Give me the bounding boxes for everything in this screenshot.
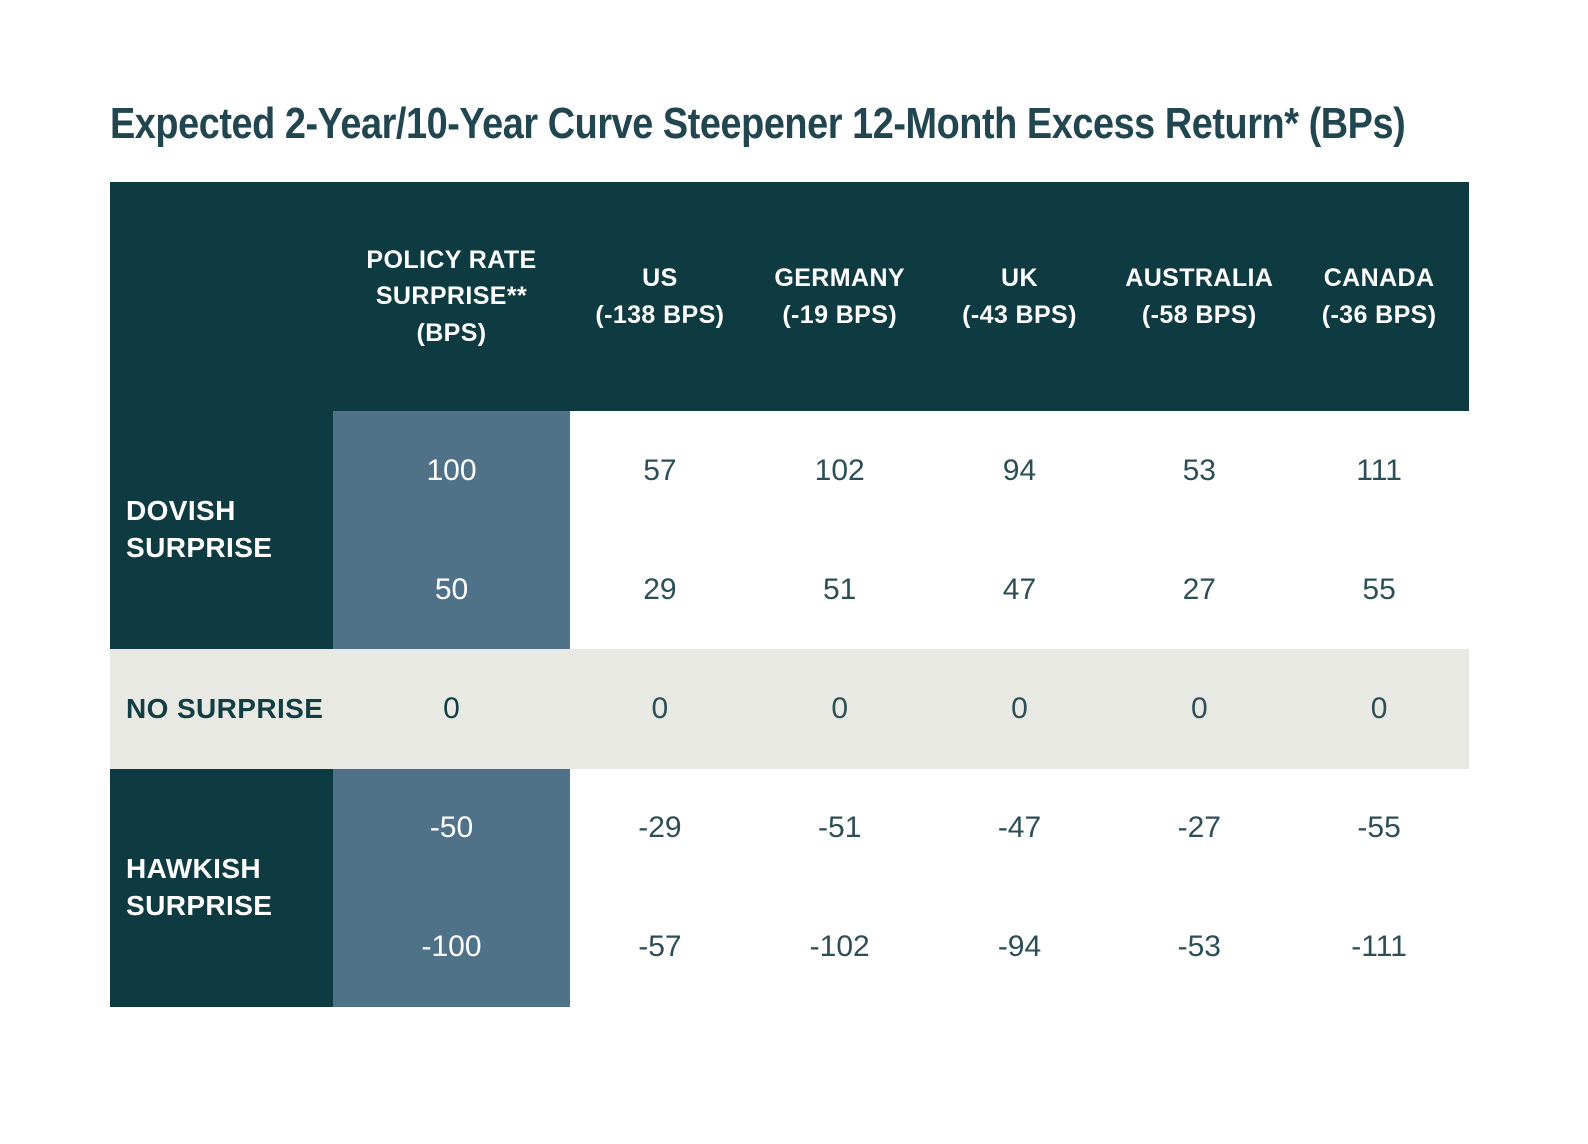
value-cell: 111 — [1289, 411, 1469, 531]
value-cell: -53 — [1109, 887, 1290, 1007]
value-cell: 47 — [929, 530, 1110, 650]
header-country-germany: GERMANY (-19 BPS) — [749, 182, 930, 411]
header-country-canada: CANADA (-36 BPS) — [1289, 182, 1469, 411]
row-group-label-line: SURPRISE — [126, 889, 273, 921]
value-cell: -51 — [749, 768, 930, 888]
value-cell: -57 — [570, 887, 750, 1007]
policy-surprise-cell: 0 — [333, 649, 570, 769]
value-cell: -55 — [1289, 768, 1469, 888]
value-cell: -27 — [1109, 768, 1290, 888]
country-name: AUSTRALIA — [1125, 264, 1274, 293]
policy-header-line2: SURPRISE** — [375, 282, 528, 311]
value-cell: 0 — [929, 649, 1110, 769]
steepener-table: POLICY RATE SURPRISE** (BPS) DOVISH SURP… — [110, 182, 1469, 1007]
value-cell: 55 — [1289, 530, 1469, 650]
country-shock-bps: (-19 BPS) — [782, 300, 898, 329]
figure-title: Expected 2-Year/10-Year Curve Steepener … — [110, 99, 1406, 148]
header-policy-rate: POLICY RATE SURPRISE** (BPS) — [333, 182, 570, 411]
country-name: GERMANY — [774, 264, 905, 293]
value-cell: 0 — [570, 649, 750, 769]
value-cell: 57 — [570, 411, 750, 531]
country-name: CANADA — [1323, 264, 1435, 293]
value-cell: 0 — [1289, 649, 1469, 769]
policy-surprise-cell: -50 — [333, 768, 570, 888]
value-cell: -29 — [570, 768, 750, 888]
policy-surprise-cell: 100 — [333, 411, 570, 531]
country-shock-bps: (-138 BPS) — [595, 300, 725, 329]
policy-header-line3: (BPS) — [416, 318, 487, 347]
value-cell: -47 — [929, 768, 1110, 888]
policy-header-line1: POLICY RATE — [366, 246, 537, 275]
value-cell: -94 — [929, 887, 1110, 1007]
policy-surprise-cell: 50 — [333, 530, 570, 650]
header-country-uk: UK (-43 BPS) — [929, 182, 1110, 411]
header-corner-cell — [110, 182, 333, 411]
row-group-label-line: SURPRISE — [126, 532, 273, 564]
policy-surprise-cell: -100 — [333, 887, 570, 1007]
row-group-no-surprise: NO SURPRISE — [110, 649, 333, 769]
header-country-australia: AUSTRALIA (-58 BPS) — [1109, 182, 1290, 411]
country-shock-bps: (-36 BPS) — [1321, 300, 1437, 329]
value-cell: -111 — [1289, 887, 1469, 1007]
country-shock-bps: (-58 BPS) — [1141, 300, 1257, 329]
country-name: UK — [1001, 264, 1038, 293]
value-cell: 51 — [749, 530, 930, 650]
row-group-label-line: DOVISH — [126, 495, 236, 527]
row-group-label-line: HAWKISH — [126, 852, 262, 884]
row-group-dovish-surprise: DOVISH SURPRISE — [110, 411, 333, 650]
value-cell: 0 — [1109, 649, 1290, 769]
value-cell: 27 — [1109, 530, 1290, 650]
row-group-hawkish-surprise: HAWKISH SURPRISE — [110, 768, 333, 1007]
value-cell: 0 — [749, 649, 930, 769]
row-group-label-line: NO SURPRISE — [126, 692, 324, 724]
value-cell: 102 — [749, 411, 930, 531]
country-name: US — [642, 264, 678, 293]
value-cell: 29 — [570, 530, 750, 650]
country-shock-bps: (-43 BPS) — [962, 300, 1077, 329]
header-country-us: US (-138 BPS) — [570, 182, 750, 411]
value-cell: -102 — [749, 887, 930, 1007]
value-cell: 53 — [1109, 411, 1290, 531]
value-cell: 94 — [929, 411, 1110, 531]
